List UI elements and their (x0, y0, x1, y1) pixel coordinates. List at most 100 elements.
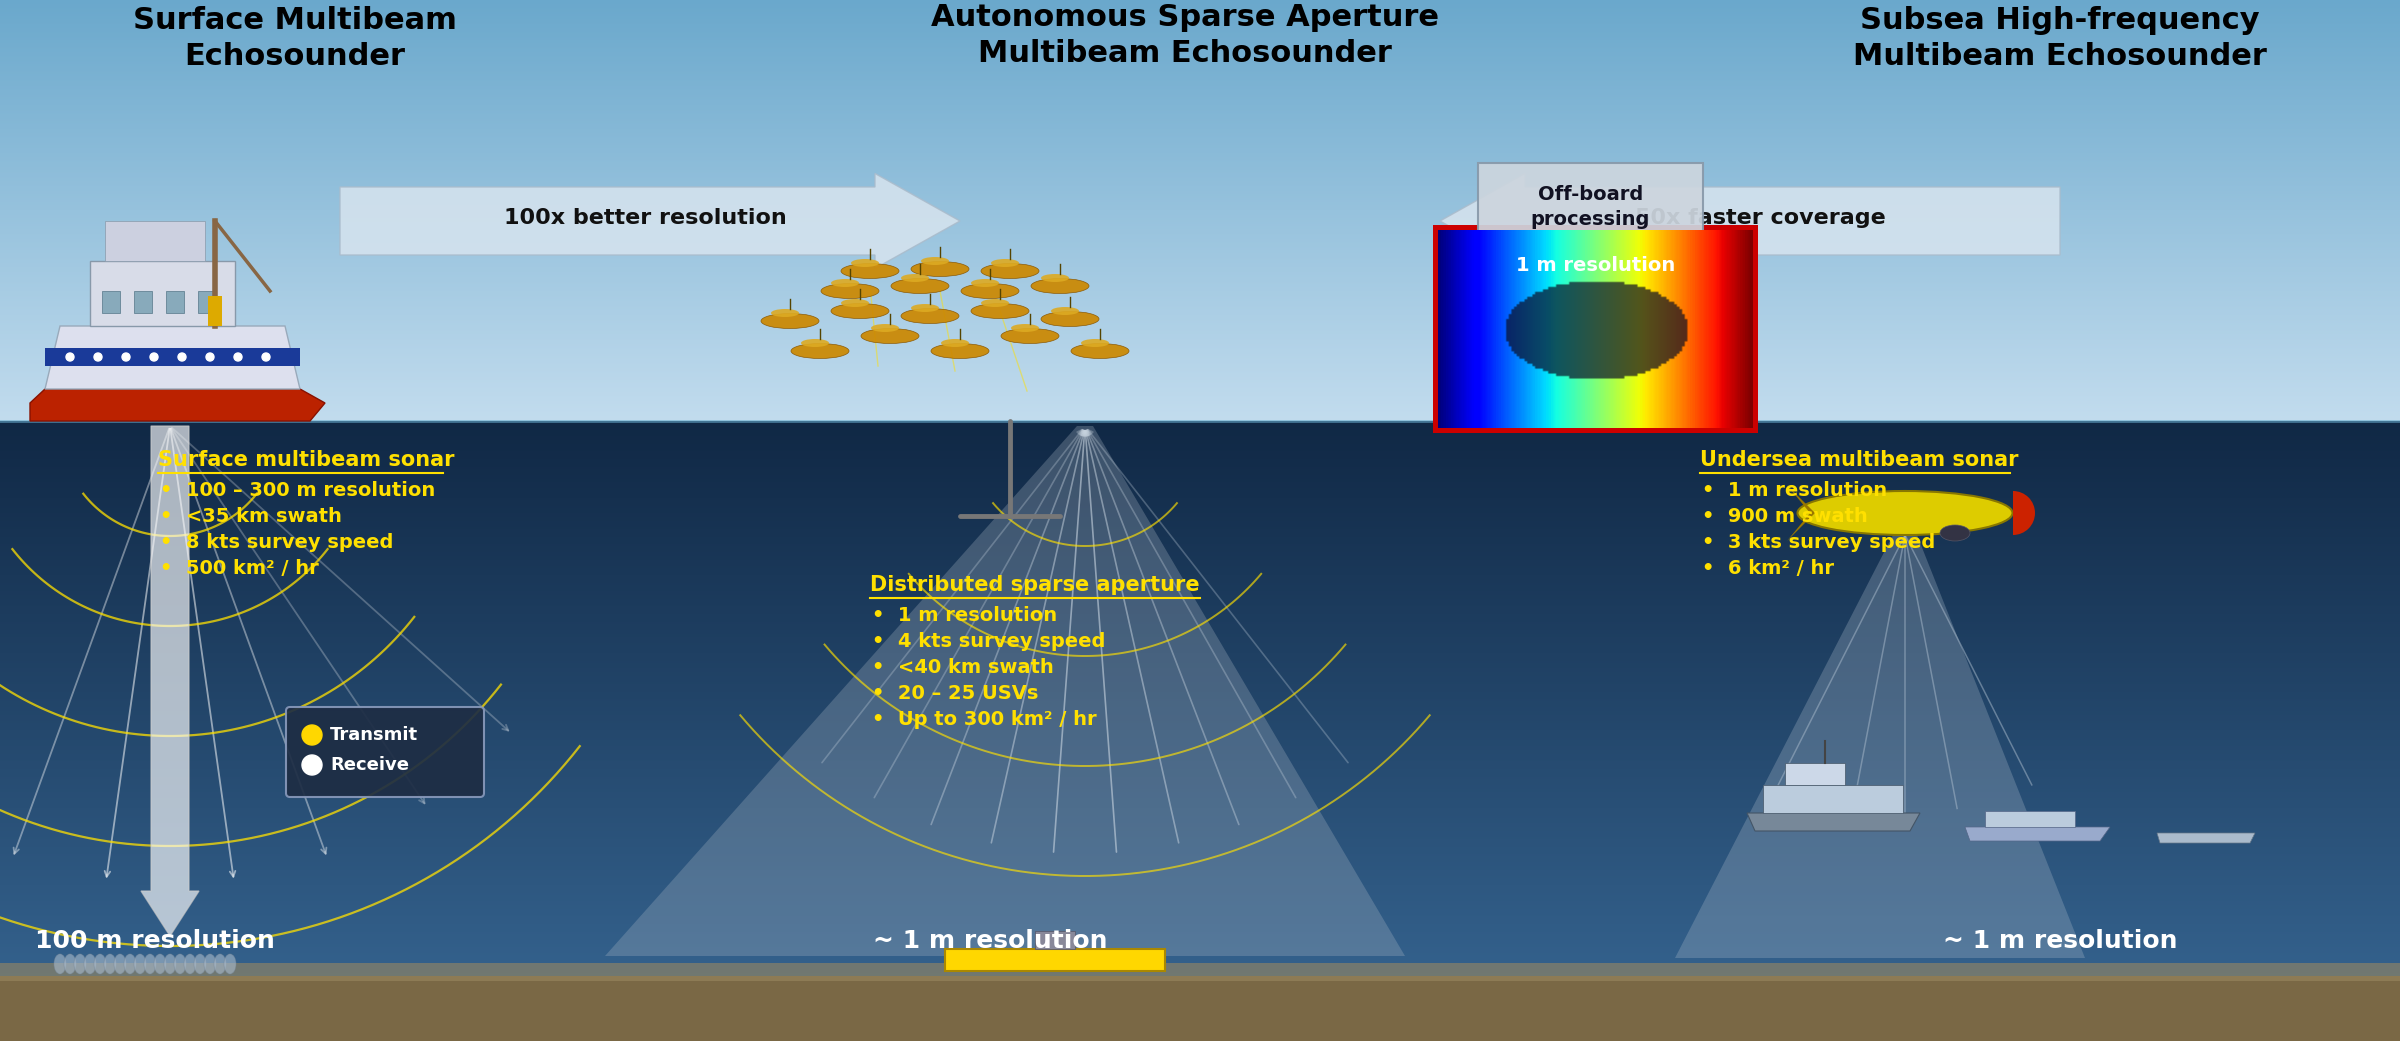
Text: Surface Multibeam
Echosounder: Surface Multibeam Echosounder (132, 6, 456, 71)
Text: Distributed sparse aperture: Distributed sparse aperture (871, 575, 1200, 595)
Text: •  500 km² / hr: • 500 km² / hr (161, 559, 319, 578)
Text: Subsea High-frequency
Multibeam Echosounder: Subsea High-frequency Multibeam Echosoun… (1853, 6, 2268, 71)
Ellipse shape (1010, 324, 1039, 332)
Bar (1478, 163, 1704, 251)
Text: 100x better resolution: 100x better resolution (504, 208, 787, 228)
Polygon shape (1675, 535, 2086, 958)
Text: •  <40 km swath: • <40 km swath (871, 658, 1054, 677)
Ellipse shape (900, 274, 929, 282)
Polygon shape (605, 426, 1404, 956)
Ellipse shape (94, 954, 106, 974)
Bar (197, 291, 216, 313)
Text: •  8 kts survey speed: • 8 kts survey speed (161, 533, 394, 552)
Ellipse shape (1939, 525, 1970, 541)
Ellipse shape (922, 257, 948, 265)
Ellipse shape (115, 954, 127, 974)
Ellipse shape (163, 954, 175, 974)
Bar (0, 963, 2400, 981)
Ellipse shape (761, 313, 818, 329)
Text: •  <35 km swath: • <35 km swath (161, 507, 341, 526)
Ellipse shape (862, 329, 919, 344)
Ellipse shape (1001, 329, 1058, 344)
Ellipse shape (65, 954, 77, 974)
Ellipse shape (792, 344, 850, 358)
Ellipse shape (175, 954, 187, 974)
Ellipse shape (830, 304, 888, 319)
Text: •  6 km² / hr: • 6 km² / hr (1702, 559, 1834, 578)
Ellipse shape (84, 954, 96, 974)
Text: •  20 – 25 USVs: • 20 – 25 USVs (871, 684, 1039, 703)
Ellipse shape (802, 339, 828, 347)
Circle shape (122, 353, 130, 361)
Ellipse shape (134, 954, 146, 974)
Text: •  3 kts survey speed: • 3 kts survey speed (1702, 533, 1934, 552)
Circle shape (94, 353, 101, 361)
Text: •  100 – 300 m resolution: • 100 – 300 m resolution (161, 481, 434, 500)
Ellipse shape (960, 283, 1020, 299)
Circle shape (235, 353, 242, 361)
Text: Receive: Receive (331, 756, 408, 775)
Bar (106, 221, 204, 261)
Text: •  1 m resolution: • 1 m resolution (1702, 481, 1886, 500)
Ellipse shape (1042, 311, 1099, 327)
Text: •  1 m resolution: • 1 m resolution (871, 606, 1056, 625)
Text: ~ 1 m resolution: ~ 1 m resolution (1942, 929, 2177, 953)
Text: 50x faster coverage: 50x faster coverage (1634, 208, 1886, 228)
Ellipse shape (1080, 339, 1109, 347)
Text: ~ 1 m resolution: ~ 1 m resolution (874, 929, 1106, 953)
Ellipse shape (912, 304, 938, 312)
Ellipse shape (185, 954, 197, 974)
Ellipse shape (55, 954, 67, 974)
Polygon shape (46, 326, 300, 389)
Ellipse shape (840, 263, 900, 279)
Polygon shape (1966, 827, 2110, 841)
Text: Transmit: Transmit (331, 726, 418, 744)
Bar (166, 291, 185, 313)
Ellipse shape (900, 308, 960, 324)
Bar (1764, 785, 1903, 813)
Ellipse shape (982, 299, 1008, 307)
Ellipse shape (941, 339, 970, 347)
Bar (1985, 811, 2076, 827)
Ellipse shape (972, 279, 998, 287)
Polygon shape (1747, 813, 1920, 831)
Bar (134, 291, 151, 313)
FancyArrow shape (1440, 174, 2059, 269)
Polygon shape (2158, 833, 2256, 843)
Ellipse shape (840, 299, 869, 307)
Ellipse shape (871, 324, 900, 332)
Bar (1433, 225, 1757, 433)
Bar (46, 348, 300, 366)
Bar (946, 949, 1164, 971)
Ellipse shape (972, 304, 1030, 319)
Circle shape (178, 353, 187, 361)
Ellipse shape (1051, 307, 1080, 315)
Text: •  900 m swath: • 900 m swath (1702, 507, 1867, 526)
Ellipse shape (194, 954, 206, 974)
Polygon shape (29, 389, 324, 421)
Text: Undersea multibeam sonar: Undersea multibeam sonar (1699, 450, 2018, 469)
Ellipse shape (103, 954, 115, 974)
Bar (101, 291, 120, 313)
Ellipse shape (1070, 344, 1128, 358)
Text: 100 m resolution: 100 m resolution (36, 929, 276, 953)
Ellipse shape (982, 263, 1039, 279)
Ellipse shape (770, 309, 799, 318)
Bar (209, 296, 223, 326)
Circle shape (302, 755, 322, 775)
Circle shape (302, 725, 322, 745)
Ellipse shape (125, 954, 137, 974)
FancyBboxPatch shape (286, 707, 485, 797)
Bar (1786, 763, 1846, 785)
Bar (1034, 931, 1075, 949)
Text: •  Up to 300 km² / hr: • Up to 300 km² / hr (871, 710, 1097, 729)
Ellipse shape (912, 261, 970, 277)
Circle shape (67, 353, 74, 361)
Ellipse shape (852, 259, 878, 266)
Bar (0, 976, 2400, 1041)
Text: Surface multibeam sonar: Surface multibeam sonar (158, 450, 454, 469)
Ellipse shape (74, 954, 86, 974)
Circle shape (262, 353, 269, 361)
Ellipse shape (223, 954, 235, 974)
FancyArrow shape (341, 174, 960, 269)
